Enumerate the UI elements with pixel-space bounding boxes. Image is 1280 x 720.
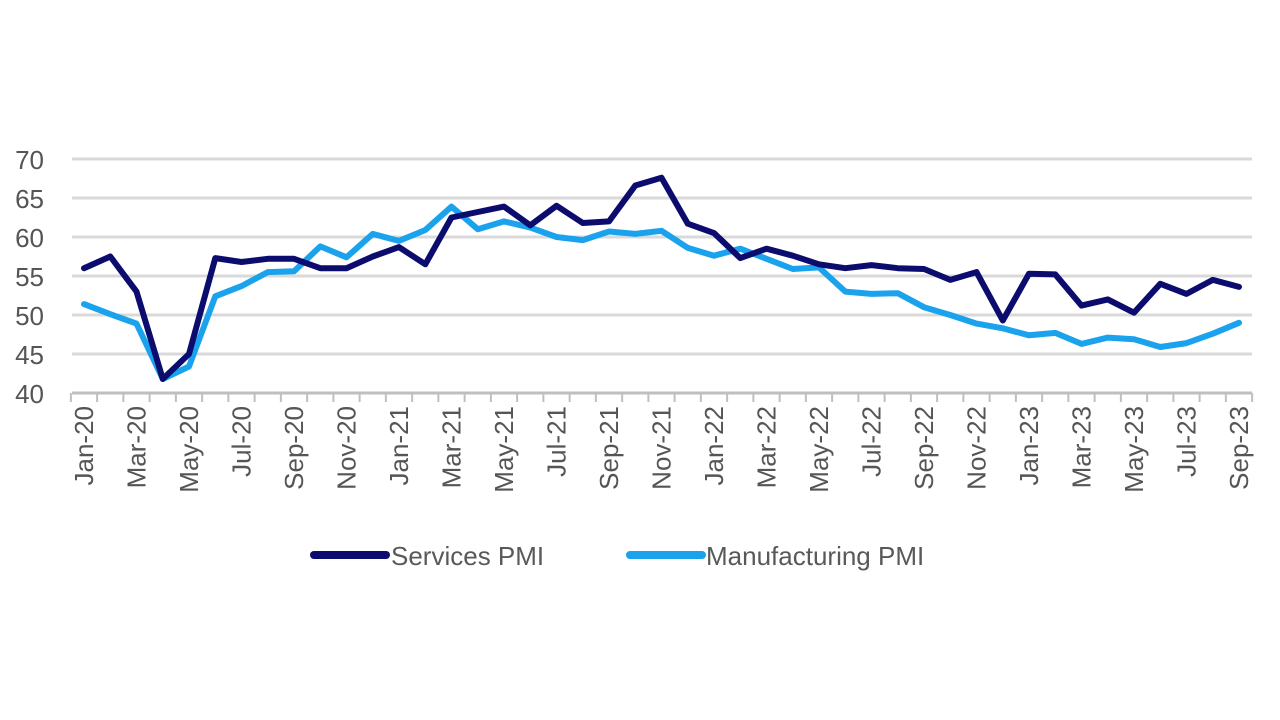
x-tick-label: Mar-20 [122,406,152,488]
x-tick-label: Jan-21 [384,406,414,486]
x-tick-label: Sep-21 [594,406,624,490]
y-tick-label: 40 [15,379,44,409]
legend: Services PMI Manufacturing PMI [310,541,924,571]
x-tick-label: Jan-23 [1014,406,1044,486]
x-tick-label: Mar-23 [1067,406,1097,488]
y-tick-label: 60 [15,223,44,253]
y-tick-label: 70 [15,145,44,175]
y-tick-label: 45 [15,340,44,370]
x-tick-label: Nov-20 [332,406,362,490]
x-axis: Jan-20 Mar-20 May-20 Jul-20 Sep-20 Nov-20 Jan-… [69,391,1254,493]
x-tick-label: May-23 [1119,406,1149,493]
x-tick-label: Sep-22 [909,406,939,490]
y-axis-tick-labels: 40 45 50 55 60 65 70 [15,145,44,409]
x-tick-label: Mar-22 [752,406,782,488]
x-tick-label: Mar-21 [437,406,467,488]
x-tick-label: Nov-21 [647,406,677,490]
x-tick-label: Jul-21 [542,406,572,477]
y-tick-label: 55 [15,262,44,292]
x-tick-label: May-20 [174,406,204,493]
x-tick-label: Jan-20 [69,406,99,486]
x-tick-label: Sep-23 [1224,406,1254,490]
legend-label-services-pmi: Services PMI [391,541,544,571]
y-tick-label: 65 [15,184,44,214]
series-line-services-pmi [81,174,1242,382]
x-tick-label: Jul-23 [1172,406,1202,477]
x-tick-label: Sep-20 [279,406,309,490]
x-tick-label: Jul-22 [857,406,887,477]
series-lines [81,174,1242,382]
series-line-manufacturing-pmi [81,203,1242,382]
legend-label-manufacturing-pmi: Manufacturing PMI [706,541,924,571]
x-tick-label: Nov-22 [962,406,992,490]
x-tick-label: Jul-20 [227,406,257,477]
x-tick-label: Jan-22 [699,406,729,486]
x-tick-label: May-22 [804,406,834,493]
y-tick-label: 50 [15,301,44,331]
x-tick-label: May-21 [489,406,519,493]
gridlines [72,157,1252,356]
